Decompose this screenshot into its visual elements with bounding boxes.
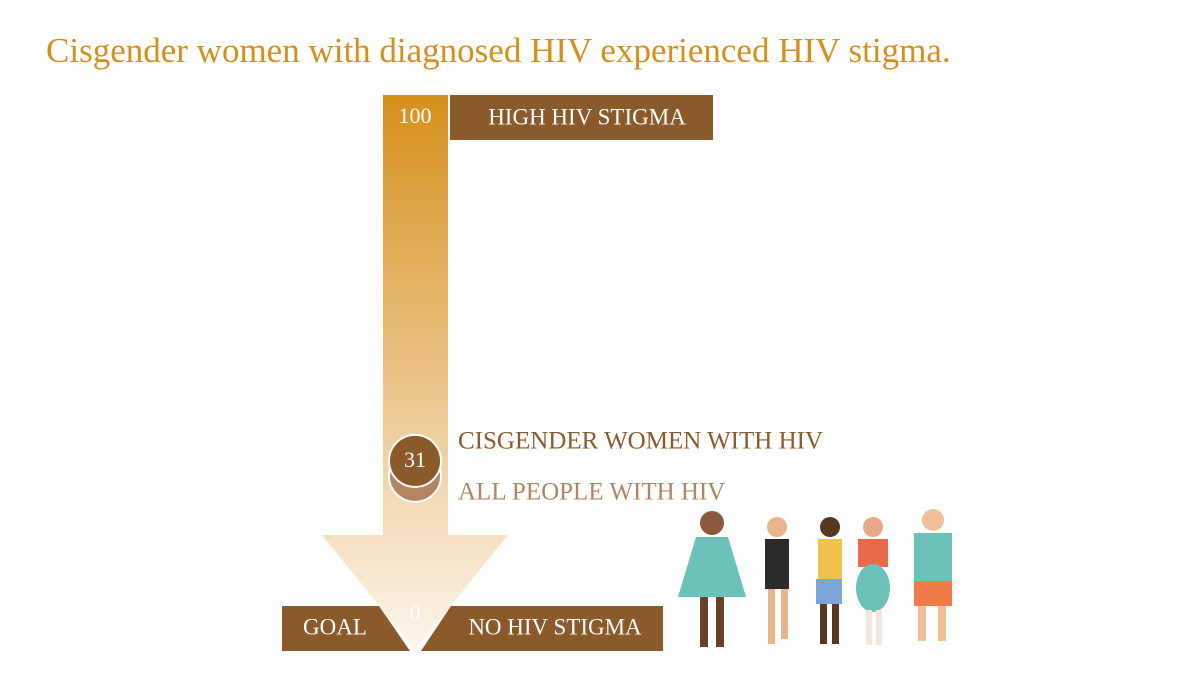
marker-value: 31 (404, 447, 426, 472)
legend-label: CISGENDER WOMEN WITH HIV (458, 428, 823, 455)
scale-arrow (322, 95, 508, 650)
marker (388, 433, 442, 488)
bottom-label: NO HIV STIGMA (468, 614, 642, 639)
tick-label: 100 (399, 103, 432, 128)
bottom-label-box (421, 606, 663, 651)
top-label: HIGH HIV STIGMA (488, 104, 686, 129)
legend-label: ALL PEOPLE WITH HIV (458, 479, 725, 506)
goal-box (282, 606, 410, 651)
chart-title: Cisgender women with diagnosed HIV exper… (46, 31, 951, 70)
tick-label: 0 (410, 600, 421, 625)
goal-label: GOAL (303, 614, 367, 639)
top-label-box (450, 95, 713, 140)
person-illustration (678, 509, 952, 647)
